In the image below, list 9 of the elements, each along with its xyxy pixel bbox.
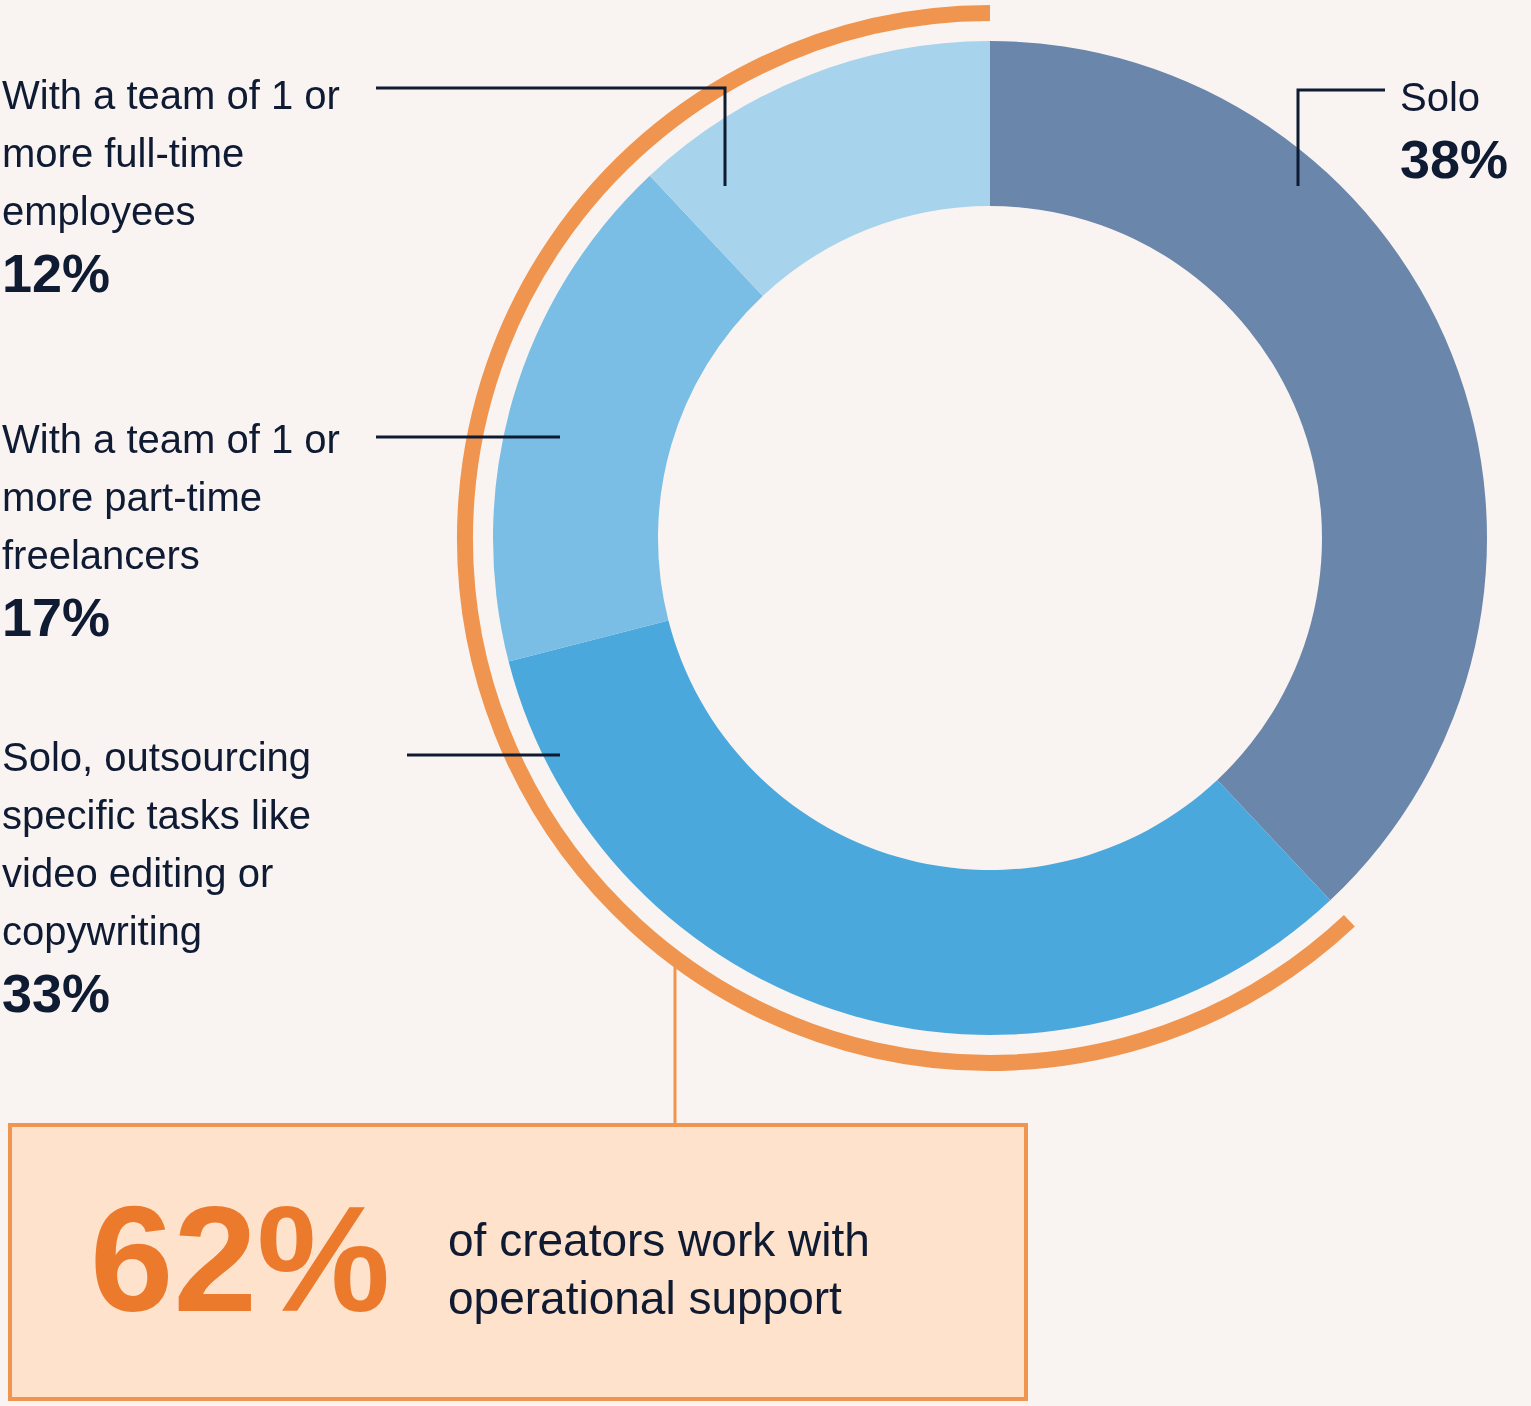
callout-box: 62% of creators work with operational support (8, 1123, 1028, 1401)
data-label: 33% (2, 962, 112, 1025)
data-label: 12% (2, 242, 112, 305)
slice-label: With a team of 1 or more full-time employees (2, 72, 341, 235)
slice-label: Solo, outsourcing specific tasks like video editing or copywriting (2, 734, 313, 955)
data-label: 17% (2, 586, 112, 649)
slice-label: With a team of 1 or more part-time freelancers (2, 416, 341, 579)
data-label: 38% (1400, 128, 1510, 191)
slice-label: Solo (1400, 74, 1482, 121)
